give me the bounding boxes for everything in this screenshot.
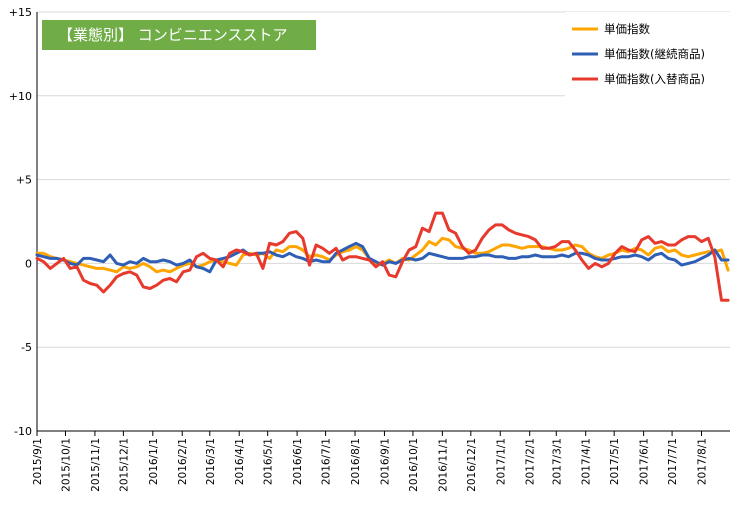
x-tick-label: 2017/4/1 bbox=[581, 438, 593, 485]
y-axis: +15 +10 +5 0 -5 -10 bbox=[9, 6, 38, 438]
x-tick-label: 2017/7/1 bbox=[667, 438, 679, 485]
y-tick-label: -10 bbox=[14, 425, 32, 438]
y-tick-label: +5 bbox=[16, 174, 32, 187]
x-tick-label: 2016/7/1 bbox=[321, 438, 333, 485]
x-tick-label: 2017/3/1 bbox=[551, 438, 563, 485]
y-tick-label: +15 bbox=[9, 6, 32, 19]
x-tick-label: 2016/1/1 bbox=[148, 438, 160, 485]
x-axis: 2015/9/1 2015/10/1 2015/11/1 2015/12/1 2016/… bbox=[32, 430, 730, 492]
x-tick-label: 2015/11/1 bbox=[90, 438, 102, 492]
chart-title: 【業態別】 コンビニエンスストア bbox=[42, 20, 316, 50]
x-tick-label: 2015/12/1 bbox=[118, 438, 130, 492]
legend-label-unit-price: 単価指数 bbox=[604, 22, 650, 36]
x-tick-label: 2016/10/1 bbox=[408, 438, 420, 492]
chart-title-background bbox=[42, 20, 316, 50]
x-tick-label: 2015/10/1 bbox=[60, 438, 72, 492]
legend-label-continuing: 単価指数(継続商品) bbox=[604, 47, 705, 61]
x-tick-label: 2016/5/1 bbox=[263, 438, 275, 485]
legend-label-replacement: 単価指数(入替商品) bbox=[604, 72, 705, 86]
y-tick-label: -5 bbox=[21, 341, 32, 354]
x-tick-label: 2016/3/1 bbox=[205, 438, 217, 485]
chart-title-text: 【業態別】 コンビニエンスストア bbox=[58, 26, 287, 44]
x-tick-label: 2017/2/1 bbox=[525, 438, 537, 485]
legend: 単価指数 単価指数(継続商品) 単価指数(入替商品) bbox=[565, 12, 733, 98]
x-tick-label: 2016/9/1 bbox=[379, 438, 391, 485]
x-tick-label: 2016/2/1 bbox=[177, 438, 189, 485]
x-tick-label: 2017/8/1 bbox=[697, 438, 709, 485]
y-tick-label: +10 bbox=[9, 90, 32, 103]
x-tick-label: 2016/4/1 bbox=[234, 438, 246, 485]
series-line-unit-price bbox=[35, 236, 730, 274]
x-tick-label: 2016/11/1 bbox=[437, 438, 449, 492]
x-tick-label: 2016/8/1 bbox=[350, 438, 362, 485]
x-tick-label: 2017/6/1 bbox=[639, 438, 651, 485]
series-lines bbox=[35, 211, 730, 302]
x-tick-label: 2017/1/1 bbox=[495, 438, 507, 485]
x-tick-label: 2016/6/1 bbox=[292, 438, 304, 485]
x-tick-label: 2016/12/1 bbox=[466, 438, 478, 492]
x-tick-label: 2015/9/1 bbox=[32, 438, 44, 485]
series-line-replacement bbox=[35, 211, 730, 302]
y-tick-label: 0 bbox=[25, 257, 32, 270]
x-tick-label: 2017/5/1 bbox=[609, 438, 621, 485]
